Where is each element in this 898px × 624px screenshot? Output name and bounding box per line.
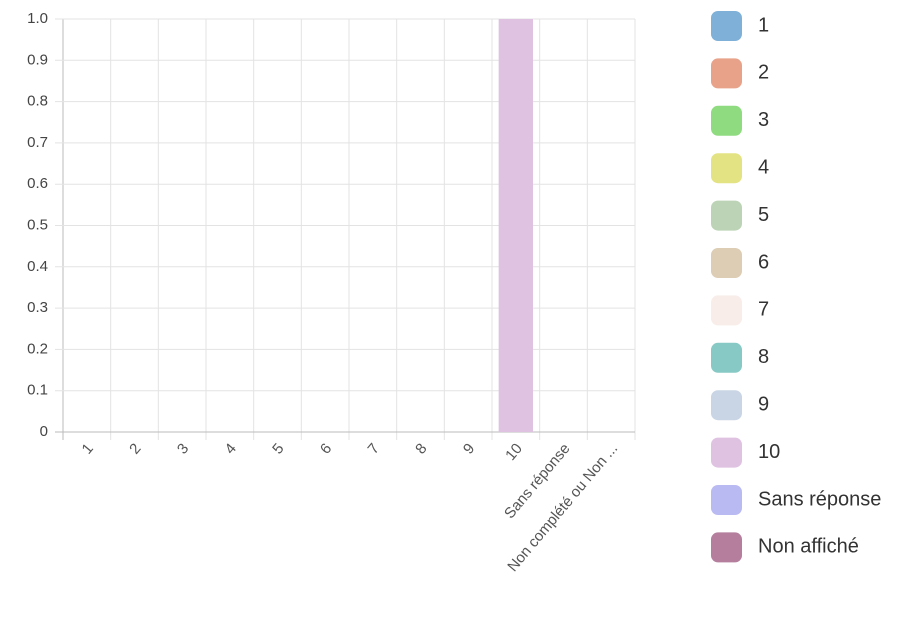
legend-swatch (711, 437, 742, 468)
legend-label: 10 (758, 441, 780, 463)
legend-label: 8 (758, 346, 769, 368)
x-tick-label: 10 (502, 440, 526, 464)
x-tick-label: 7 (365, 440, 383, 457)
y-tick-label: 0.9 (27, 51, 48, 68)
x-tick-label: 5 (269, 440, 287, 457)
x-tick-label: 1 (79, 440, 97, 457)
legend-label: 6 (758, 251, 769, 273)
x-tick-label: 2 (126, 440, 144, 457)
y-tick-label: 0.7 (27, 134, 48, 151)
bar (498, 19, 533, 432)
legend-swatch (711, 105, 742, 136)
legend-swatch (711, 485, 742, 515)
y-tick-label: 0.1 (27, 382, 48, 399)
legend-label: 7 (758, 299, 769, 321)
y-tick-label: 0.3 (27, 299, 48, 316)
y-tick-label: 0.4 (27, 258, 48, 275)
x-tick-label: 4 (222, 440, 240, 457)
y-tick-label: 1.0 (27, 10, 48, 27)
legend-swatch (711, 342, 742, 373)
legend-swatch (711, 390, 742, 421)
legend-label: 4 (758, 156, 769, 178)
y-tick-label: 0.8 (27, 93, 48, 110)
legend-swatch (711, 153, 742, 184)
legend-label: 5 (758, 204, 769, 226)
y-tick-label: 0.5 (27, 216, 48, 233)
legend-label: 9 (758, 393, 769, 415)
legend-label: Sans réponse (758, 488, 881, 510)
legend-label: 1 (758, 14, 769, 36)
legend-swatch (711, 11, 742, 41)
legend-swatch (711, 58, 742, 89)
x-tick-label: 6 (317, 440, 335, 457)
x-tick-label: 3 (174, 440, 192, 457)
legend-swatch (711, 248, 742, 278)
legend-swatch (711, 532, 742, 563)
legend-swatch (711, 295, 742, 326)
y-tick-label: 0 (40, 423, 48, 440)
legend-label: 2 (758, 62, 769, 84)
legend-swatch (711, 200, 742, 231)
legend-label: 3 (758, 109, 769, 131)
legend-label: Non affiché (758, 536, 859, 558)
x-tick-label: 9 (460, 440, 478, 457)
x-tick-label: 8 (412, 440, 430, 457)
y-tick-label: 0.6 (27, 175, 48, 192)
y-tick-label: 0.2 (27, 340, 48, 357)
